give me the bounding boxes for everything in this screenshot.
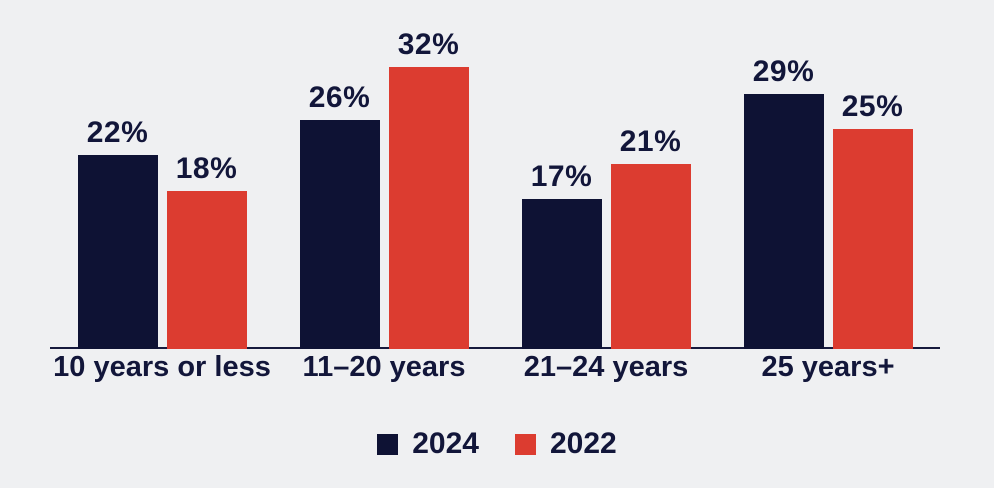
bar-value-label: 17% [530, 160, 593, 194]
bar-2022: 21% [610, 125, 691, 349]
bar-2022: 25% [832, 90, 913, 349]
legend-item-2024: 2024 [377, 427, 479, 461]
legend-item-2022: 2022 [515, 427, 617, 461]
x-axis-labels: 10 years or less 11–20 years 21–24 years 25… [0, 351, 994, 391]
bar-value-label: 18% [175, 151, 238, 185]
legend-label-2024: 2024 [412, 427, 479, 460]
plot-area: 22% 18% 26% 32% 17% 21% 29% 25% [50, 0, 940, 349]
bar-value-label: 29% [752, 54, 815, 88]
legend-swatch-2024 [377, 433, 399, 455]
bar-value-label: 22% [86, 116, 149, 150]
bar-2024: 26% [299, 81, 380, 349]
bar-group: 29% 25% [743, 0, 913, 349]
bar-2022: 18% [166, 152, 247, 349]
bar-2022: 32% [388, 28, 469, 349]
bar-value-label: 21% [619, 125, 682, 159]
category-label: 25 years+ [761, 351, 895, 383]
bar-value-label: 25% [841, 90, 904, 123]
bar-2024: 17% [521, 160, 602, 349]
bar-2024: 29% [743, 55, 824, 349]
bar-value-label: 26% [308, 81, 371, 115]
bar-group: 22% 18% [77, 0, 247, 349]
bar-group: 26% 32% [299, 0, 469, 349]
legend-label-2022: 2022 [550, 427, 617, 460]
legend-swatch-2022 [515, 433, 536, 455]
bar-group: 17% 21% [521, 0, 691, 349]
bar-2024: 22% [77, 116, 158, 349]
bar-value-label: 32% [397, 28, 460, 62]
x-axis-line [50, 347, 940, 349]
category-label: 10 years or less [53, 351, 271, 383]
category-label: 21–24 years [523, 351, 689, 383]
category-label: 11–20 years [302, 351, 466, 383]
legend: 2024 2022 [0, 427, 994, 461]
